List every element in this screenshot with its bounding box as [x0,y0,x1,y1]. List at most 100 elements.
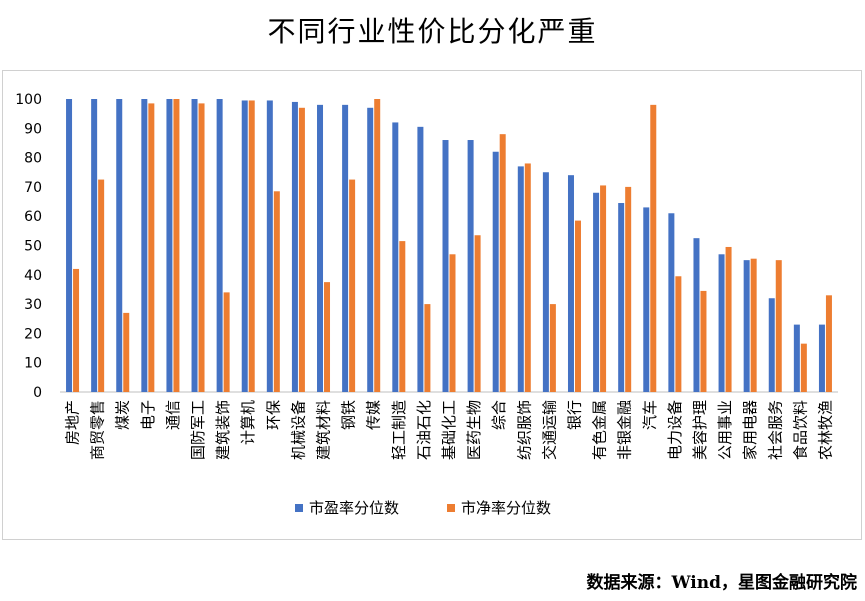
x-tick-label: 建筑装饰 [214,400,232,460]
y-tick-label: 80 [24,151,42,167]
pb-bar [499,134,506,392]
x-tick-label: 环保 [264,400,282,430]
x-tick-label: 汽车 [641,400,659,430]
x-tick-label: 农林牧渔 [816,400,834,460]
legend-pe-swatch [295,504,303,512]
pe-bar [66,99,73,392]
x-tick-label: 煤炭 [114,400,132,430]
pe-bar [266,100,273,392]
x-tick-label: 国防军工 [189,400,207,460]
pe-bar [141,99,148,392]
x-tick-label: 非银金融 [616,400,634,460]
pb-bar [449,254,456,392]
pe-bar [392,122,399,392]
pe-bar [342,104,349,393]
y-tick-label: 0 [33,385,42,401]
pb-bar [173,99,180,392]
x-tick-label: 食品饮料 [791,400,809,460]
y-tick-label: 30 [24,297,42,313]
y-tick-label: 50 [24,239,42,255]
pb-bar [700,290,707,392]
x-tick-label: 公用事业 [716,400,734,460]
x-tick-label: 医药生物 [465,400,483,460]
pb-bar [574,220,581,392]
x-tick-label: 基础化工 [440,400,458,460]
x-tick-label: 有色金属 [591,400,609,460]
pb-bar [98,179,105,392]
y-tick-label: 90 [24,121,42,137]
x-tick-label: 电力设备 [666,400,684,460]
x-tick-label: 家用电器 [741,400,759,460]
pb-bar [775,260,782,392]
pb-bar [750,258,757,392]
pe-bar [718,254,725,392]
pb-bar [73,268,80,392]
pe-bar [643,207,650,392]
pe-bar [818,324,825,392]
pb-bar [324,282,331,392]
x-tick-label: 商贸零售 [89,400,107,460]
chart-frame [2,70,862,540]
pe-bar [567,175,574,392]
pb-bar [675,276,682,392]
x-tick-label: 传媒 [365,400,383,430]
pe-bar [668,213,675,392]
pe-bar [593,192,600,392]
pb-bar [198,103,205,393]
y-tick-label: 10 [24,356,42,372]
source-note: 数据来源：Wind，星图金融研究院 [586,573,858,593]
pb-bar [725,246,732,392]
y-tick-label: 70 [24,180,42,196]
x-tick-label: 美容护理 [691,400,709,460]
pb-bar [399,241,406,392]
pe-bar [793,324,800,392]
pb-bar [123,312,130,392]
pe-bar [367,107,374,392]
legend-pb-label: 市净率分位数 [461,499,551,517]
pe-bar [467,140,474,392]
x-tick-label: 纺织服饰 [515,400,533,460]
x-tick-label: 社会服务 [766,400,784,460]
pb-bar [273,191,280,392]
pb-bar [650,104,657,393]
x-tick-label: 轻工制造 [390,400,408,460]
pb-bar [349,179,356,392]
pb-bar [474,235,481,392]
x-tick-label: 综合 [490,400,508,430]
legend-pe-label: 市盈率分位数 [309,499,399,517]
chart-title: 不同行业性价比分化严重 [267,15,598,48]
x-tick-label: 电子 [139,400,157,430]
pe-bar [768,298,775,392]
y-tick-label: 40 [24,268,42,284]
pe-bar [241,100,248,392]
pe-bar [91,99,98,392]
pe-bar [517,166,524,392]
pb-bar [223,292,230,392]
pb-bar [298,107,305,392]
pb-bar [424,304,431,392]
pe-bar [216,99,223,392]
pe-bar [317,104,324,393]
pe-bar [116,99,123,392]
x-tick-label: 银行 [565,400,583,430]
x-tick-label: 石油石化 [415,400,433,460]
pb-bar [600,185,607,392]
pb-bar [248,100,255,392]
pe-bar [191,99,198,392]
pe-bar [743,260,750,392]
pe-bar [618,203,625,392]
pe-bar [417,126,424,393]
x-tick-label: 建筑材料 [315,400,333,460]
legend-pb-swatch [447,504,455,512]
y-tick-label: 20 [24,326,42,342]
pe-bar [291,101,298,393]
pe-bar [442,140,449,392]
pb-bar [524,163,531,392]
pb-bar [148,103,155,393]
x-tick-label: 计算机 [239,400,257,445]
pe-bar [542,172,549,392]
pb-bar [549,304,556,392]
pb-bar [625,186,632,392]
x-tick-label: 钢铁 [340,400,358,430]
pb-bar [800,343,807,392]
